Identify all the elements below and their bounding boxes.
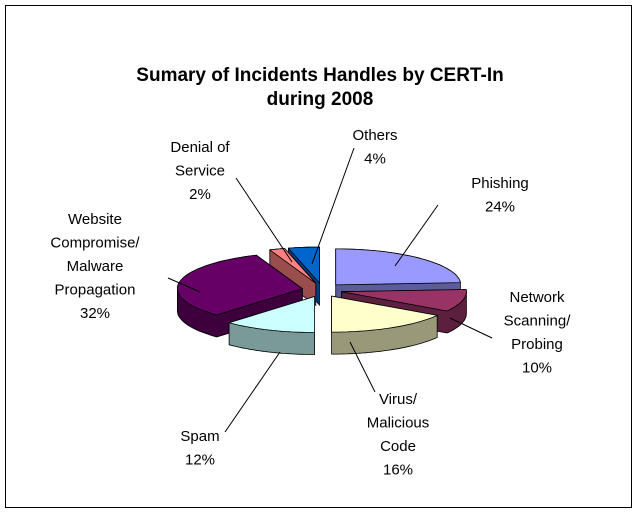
slice [331, 295, 439, 333]
leader-line [167, 277, 201, 293]
slice-label: Others [352, 127, 397, 144]
slice-label: Network Scanning/Probing [504, 289, 572, 353]
slice-label: Website Compromise/Malware Propagation [50, 211, 140, 299]
value-label: 12% [185, 452, 215, 469]
slice [335, 248, 461, 286]
value-label: 4% [364, 151, 386, 168]
slice-label: Virus/Malicious Code [367, 391, 430, 455]
slice [177, 254, 304, 316]
value-label: 32% [80, 305, 110, 322]
slice-label: Denial of Service [170, 139, 230, 180]
slice [341, 289, 467, 312]
leader-line [394, 204, 439, 267]
slice [287, 246, 320, 285]
slice-label: Phishing [471, 175, 529, 192]
value-label: 10% [522, 360, 552, 377]
leader-line [311, 147, 355, 265]
slice [227, 295, 315, 333]
leader-line [449, 317, 493, 339]
value-label: 16% [383, 462, 413, 479]
value-label: 2% [189, 186, 211, 203]
chart-title: Sumary of Incidents Handles by CERT-In du… [136, 65, 503, 110]
leader-line [349, 341, 376, 393]
value-label: 24% [485, 199, 515, 216]
slice-label: Spam [180, 428, 219, 445]
leader-line [235, 177, 293, 263]
leader-line [224, 351, 281, 433]
